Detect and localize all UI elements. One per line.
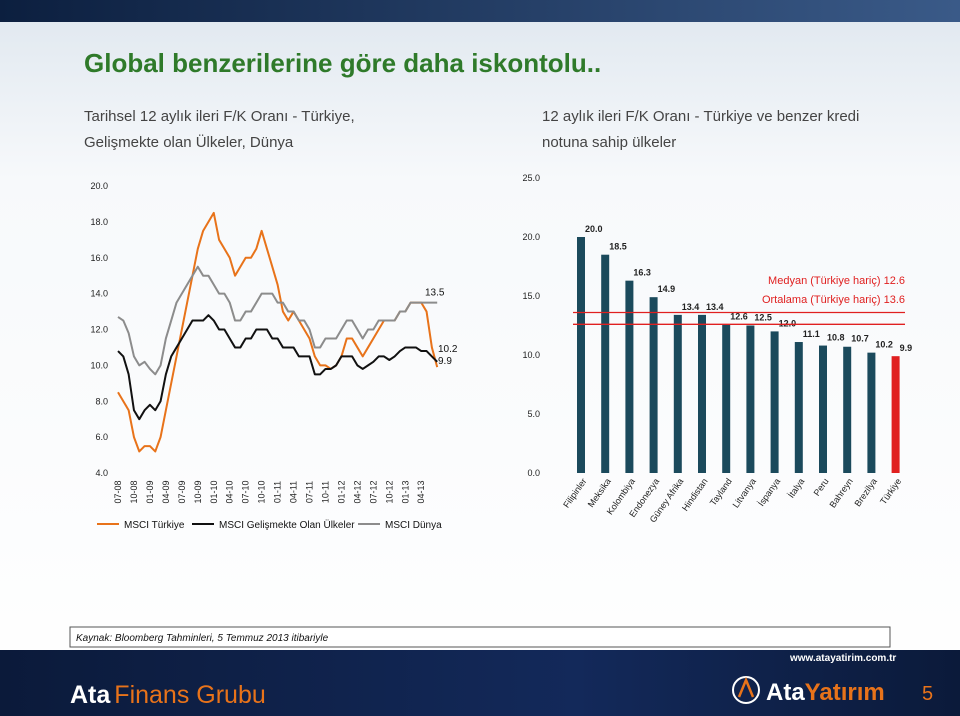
bar-value: 10.2 — [875, 340, 893, 350]
source-box — [69, 626, 891, 648]
bar — [698, 314, 706, 473]
chart-title: 12 aylık ileri F/K Oranı - Türkiye ve be… — [542, 108, 859, 125]
legend-label: MSCI Türkiye — [124, 520, 185, 531]
bar — [819, 345, 827, 473]
x-tick-label: 01-13 — [400, 480, 410, 503]
end-label: 13.5 — [425, 288, 445, 299]
series-line — [117, 314, 438, 421]
bar — [722, 324, 731, 473]
bar — [746, 325, 755, 473]
y-tick-label: 10.0 — [522, 350, 540, 360]
x-tick-label: 07-08 — [113, 480, 123, 503]
x-tick-label: 07-11 — [305, 481, 315, 503]
logo: AtaYatırım — [766, 679, 885, 706]
chart-title: Gelişmekte olan Ülkeler, Dünya — [84, 133, 294, 151]
bar-value: 12.6 — [730, 311, 748, 321]
y-tick-label: 20.0 — [90, 181, 108, 191]
bar-value: 20.0 — [585, 224, 603, 234]
bar — [577, 237, 585, 473]
bar-value: 12.5 — [754, 313, 772, 323]
legend-label: MSCI Gelişmekte Olan Ülkeler — [219, 519, 355, 531]
y-tick-label: 8.0 — [95, 396, 108, 406]
x-tick-label: 04-09 — [161, 480, 171, 503]
y-tick-label: 15.0 — [522, 291, 540, 301]
x-tick-label: 10-11 — [320, 481, 330, 503]
bar — [843, 346, 852, 473]
x-tick-label: 07-10 — [241, 480, 251, 503]
reference-label: Medyan (Türkiye hariç) 12.6 — [768, 275, 905, 287]
y-tick-label: 16.0 — [90, 253, 108, 263]
logo-1: Ata — [766, 679, 805, 706]
bar-value: 9.9 — [900, 343, 913, 353]
bar-value: 12.0 — [779, 318, 797, 328]
y-tick-label: 14.0 — [90, 289, 108, 299]
logo-mark — [737, 676, 755, 698]
y-tick-label: 20.0 — [522, 232, 540, 242]
x-tick-label: 01-09 — [145, 480, 155, 503]
bar — [867, 352, 876, 473]
bar — [770, 331, 779, 473]
bar-value: 11.1 — [803, 329, 820, 339]
y-tick-label: 18.0 — [90, 217, 108, 227]
y-tick-label: 10.0 — [90, 360, 108, 370]
x-tick-label: 07-09 — [177, 480, 187, 503]
bar-value: 10.7 — [851, 334, 869, 344]
bar-value: 16.3 — [633, 268, 651, 278]
x-tick-label: 10-09 — [193, 480, 203, 503]
url: www.atayatirim.com.tr — [789, 653, 896, 664]
bar — [794, 342, 803, 473]
x-tick-label: 10-10 — [257, 480, 267, 503]
x-tick-label: 01-10 — [209, 480, 219, 503]
x-tick-label: 01-12 — [336, 480, 346, 503]
y-tick-label: 12.0 — [90, 325, 108, 335]
x-tick-label: 07-12 — [368, 480, 378, 503]
bar-value: 18.5 — [609, 242, 627, 252]
x-tick-label: 01-11 — [273, 481, 283, 503]
chart-title: Tarihsel 12 aylık ileri F/K Oranı - Türk… — [84, 108, 355, 125]
logo-2: Yatırım — [805, 679, 885, 706]
footer-band — [0, 650, 960, 716]
bar — [891, 356, 900, 473]
y-tick-label: 6.0 — [95, 432, 108, 442]
series-line — [117, 265, 438, 376]
bar-value: 10.8 — [827, 333, 845, 343]
x-tick-label: 04-11 — [289, 481, 299, 503]
source: Kaynak: Bloomberg Tahminleri, 5 Temmuz 2… — [76, 633, 329, 644]
brand-2: Finans Grubu — [114, 681, 265, 709]
legend-label: MSCI Dünya — [385, 520, 442, 531]
y-tick-label: 25.0 — [522, 173, 540, 183]
x-tick-label: 10-08 — [129, 480, 139, 503]
x-tick-label: 04-12 — [352, 480, 362, 503]
end-label: 9.9 — [438, 356, 452, 367]
brand-1: Ata — [70, 681, 111, 709]
chart-title: notuna sahip ülkeler — [542, 134, 676, 151]
bar — [601, 254, 610, 473]
y-tick-label: 5.0 — [527, 409, 540, 419]
bar — [625, 280, 634, 473]
end-label: 10.2 — [438, 344, 458, 355]
page-number: 5 — [922, 683, 933, 705]
brand: Ata Finans Grubu — [70, 681, 266, 709]
reference-label: Ortalama (Türkiye hariç) 13.6 — [762, 294, 905, 306]
bar-value: 14.9 — [658, 284, 676, 294]
y-tick-label: 0.0 — [527, 468, 540, 478]
bar-value: 13.4 — [682, 302, 700, 312]
top-band — [0, 0, 960, 22]
slide-title: Global benzerilerine göre daha iskontolu… — [84, 48, 601, 78]
bar — [673, 314, 682, 473]
bar-value: 13.4 — [706, 302, 724, 312]
x-tick-label: 10-12 — [384, 480, 394, 503]
x-tick-label: 04-13 — [416, 480, 426, 503]
bar — [649, 297, 658, 473]
x-tick-label: 04-10 — [225, 480, 235, 503]
y-tick-label: 4.0 — [95, 468, 108, 478]
